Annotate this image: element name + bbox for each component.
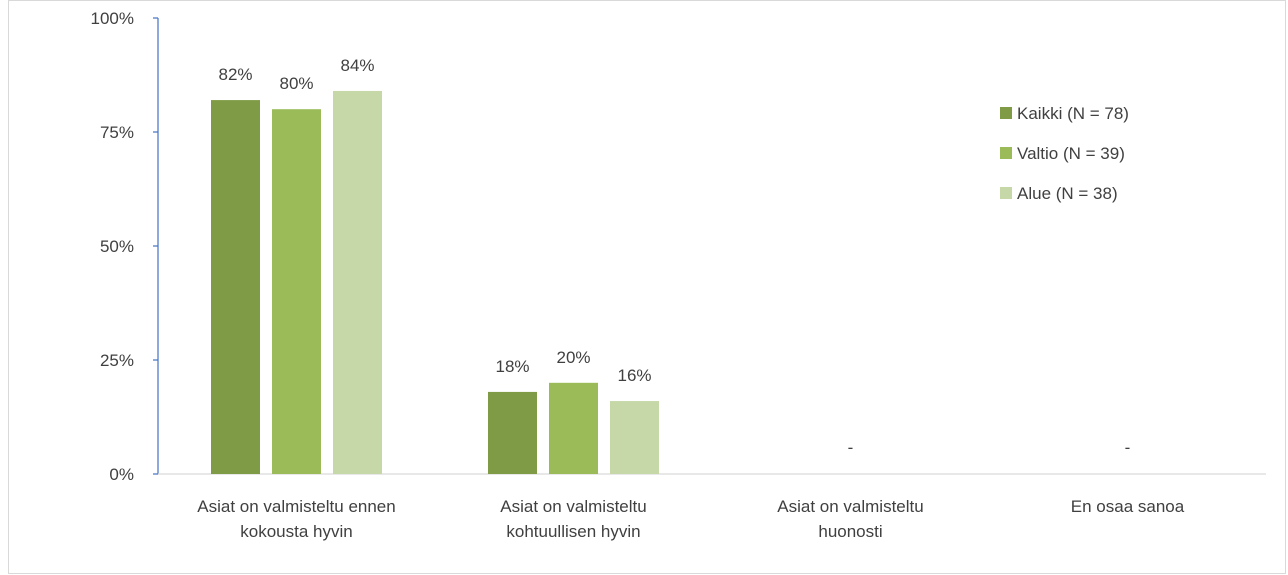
bar (610, 401, 659, 474)
legend-swatch (1000, 147, 1012, 159)
y-tick-label: 0% (109, 465, 134, 484)
legend-label: Alue (N = 38) (1017, 184, 1118, 203)
y-tick-label: 75% (100, 123, 134, 142)
x-category-label: huonosti (818, 522, 882, 541)
legend-label: Kaikki (N = 78) (1017, 104, 1129, 123)
data-label: - (1125, 438, 1131, 457)
x-category-label: kokousta hyvin (240, 522, 352, 541)
data-label: 16% (617, 366, 651, 385)
legend-label: Valtio (N = 39) (1017, 144, 1125, 163)
legend-swatch (1000, 107, 1012, 119)
x-category-label: Asiat on valmisteltu (500, 497, 646, 516)
x-category-label: Asiat on valmisteltu (777, 497, 923, 516)
bar (549, 382, 598, 474)
y-tick-label: 25% (100, 351, 134, 370)
x-category-label: En osaa sanoa (1071, 497, 1185, 516)
data-label: - (848, 438, 854, 457)
x-category-label: kohtuullisen hyvin (506, 522, 640, 541)
bar (488, 391, 537, 474)
data-label: 84% (340, 56, 374, 75)
x-category-label: Asiat on valmisteltu ennen (197, 497, 395, 516)
bar (272, 109, 321, 474)
data-label: 20% (556, 348, 590, 367)
y-tick-label: 50% (100, 237, 134, 256)
data-label: 82% (218, 65, 252, 84)
bar (333, 90, 382, 475)
data-label: 80% (279, 74, 313, 93)
legend-swatch (1000, 187, 1012, 199)
y-tick-label: 100% (91, 9, 134, 28)
data-label: 18% (495, 357, 529, 376)
bar (211, 100, 260, 474)
